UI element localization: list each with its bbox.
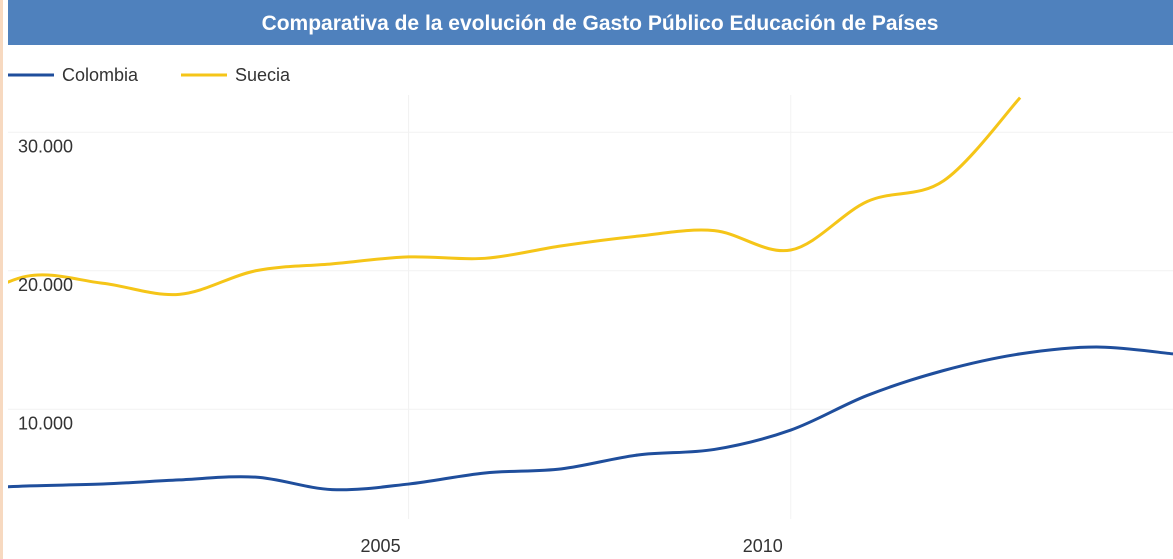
legend-label: Colombia bbox=[62, 65, 139, 85]
title-bar bbox=[8, 0, 1173, 45]
x-tick-label: 2010 bbox=[743, 536, 783, 556]
legend-label: Suecia bbox=[235, 65, 291, 85]
left-border bbox=[0, 0, 3, 559]
x-tick-label: 2005 bbox=[361, 536, 401, 556]
series-line bbox=[8, 96, 1022, 297]
y-tick-label: 20.000 bbox=[18, 275, 73, 295]
y-tick-label: 30.000 bbox=[18, 136, 73, 156]
y-tick-label: 10.000 bbox=[18, 413, 73, 433]
chart-title: Comparativa de la evolución de Gasto Púb… bbox=[262, 12, 939, 35]
series-line bbox=[8, 345, 1173, 492]
